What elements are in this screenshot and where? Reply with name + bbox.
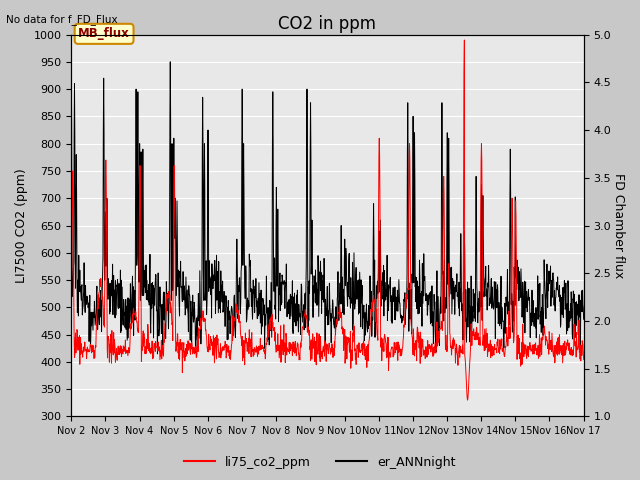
Title: CO2 in ppm: CO2 in ppm (278, 15, 376, 33)
Legend: li75_co2_ppm, er_ANNnight: li75_co2_ppm, er_ANNnight (179, 451, 461, 474)
Text: No data for f_FD_Flux: No data for f_FD_Flux (6, 14, 118, 25)
Y-axis label: FD Chamber flux: FD Chamber flux (612, 173, 625, 278)
Y-axis label: LI7500 CO2 (ppm): LI7500 CO2 (ppm) (15, 168, 28, 283)
Text: MB_flux: MB_flux (78, 27, 130, 40)
